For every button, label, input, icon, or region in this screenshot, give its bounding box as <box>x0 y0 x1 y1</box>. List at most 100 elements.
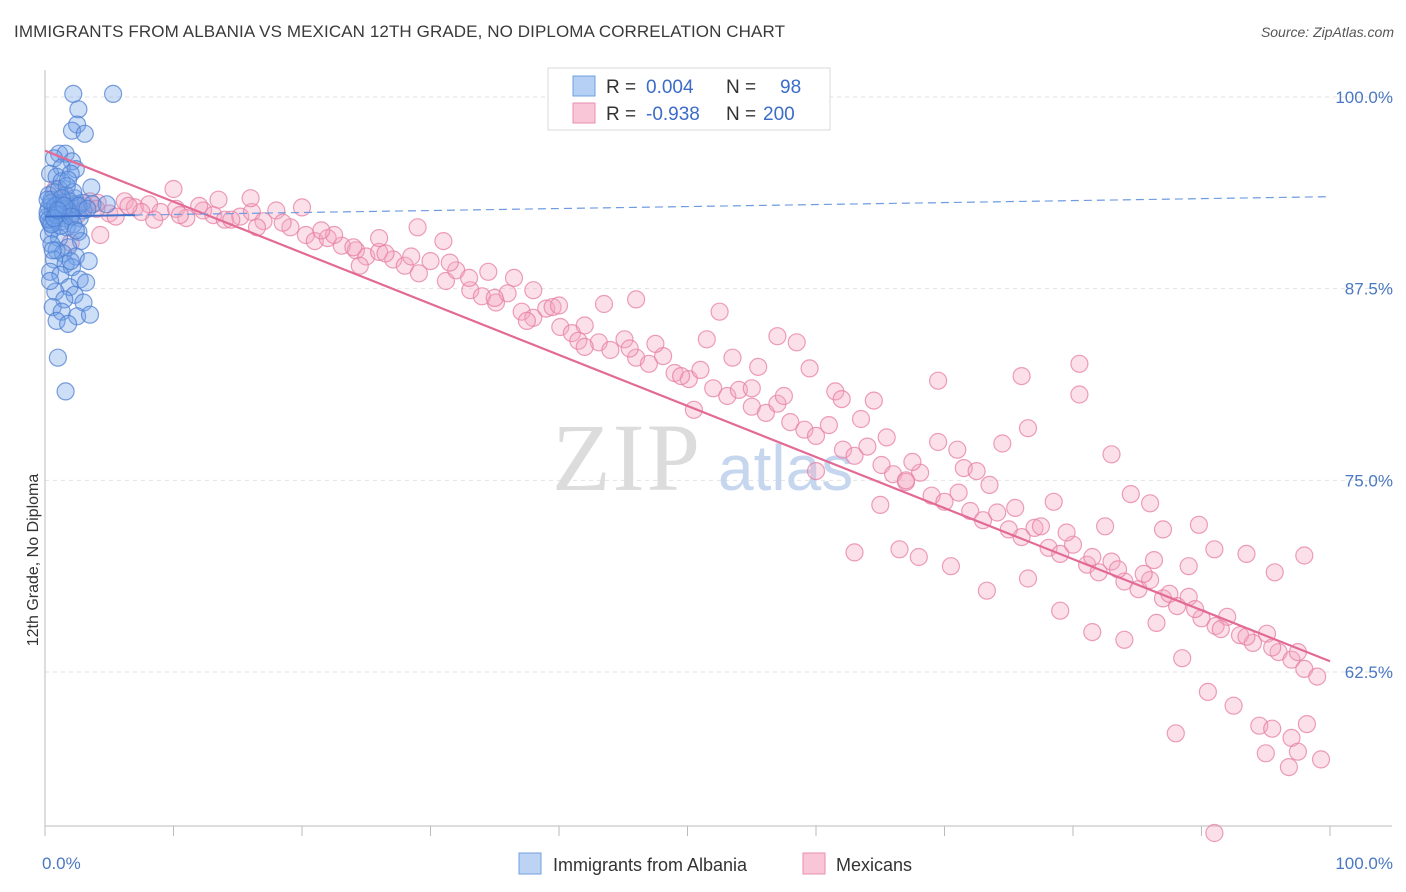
legend-swatch-mexicans <box>572 102 596 124</box>
mexicans-point <box>1308 667 1327 686</box>
mexicans-point <box>988 503 1007 522</box>
y-tick-label: 62.5% <box>1345 663 1393 682</box>
mexicans-point <box>710 302 729 321</box>
mexicans-point <box>1211 619 1230 639</box>
mexicans-point <box>787 333 806 352</box>
mexicans-point <box>1288 742 1308 761</box>
mexicans-point <box>1282 650 1301 669</box>
mexicans-point <box>1025 518 1044 538</box>
albania-point <box>47 311 66 330</box>
mexicans-point <box>395 256 414 275</box>
mexicans-point <box>350 256 369 275</box>
legend-r-label-albania: R = <box>606 77 636 98</box>
mexicans-point <box>646 334 665 353</box>
legend-swatch-albania-bottom <box>518 852 542 875</box>
mexicans-point <box>1144 550 1164 570</box>
albania-point <box>58 170 78 189</box>
legend-n-label-albania: N = <box>726 77 756 98</box>
albania-point <box>48 201 68 220</box>
mexicans-point <box>504 268 524 287</box>
mexicans-point <box>993 434 1012 453</box>
mexicans-point <box>768 327 787 346</box>
mexicans-point <box>781 413 800 432</box>
mexicans-point <box>370 242 389 261</box>
mexicans-point <box>977 581 997 600</box>
albania-point <box>80 305 100 324</box>
albania-point <box>48 348 68 367</box>
mexicans-point <box>170 206 189 225</box>
mexicans-point <box>1198 682 1218 702</box>
albania-trend-line <box>44 214 135 218</box>
mexicans-point <box>723 348 742 367</box>
mexicans-point <box>742 379 761 398</box>
y-tick-label: 100.0% <box>1335 88 1393 107</box>
axes <box>44 70 1392 836</box>
mexicans-point <box>551 317 570 337</box>
mexicans-point <box>1057 523 1076 542</box>
x-tick-labels: 0.0% 100.0% <box>42 854 1393 873</box>
mexicans-point <box>800 359 819 378</box>
mexicans-point <box>1140 494 1160 513</box>
mexicans-point <box>718 386 737 406</box>
legend-swatch-albania <box>572 75 596 97</box>
mexicans-point <box>832 390 851 409</box>
mexicans-point <box>1237 544 1256 564</box>
watermark-zip: ZIP <box>552 404 702 511</box>
mexicans-point <box>1311 750 1331 769</box>
mexicans-point <box>376 244 395 263</box>
mexicans-point <box>806 462 826 481</box>
mexicans-point <box>549 296 569 315</box>
mexicans-point <box>91 225 110 245</box>
mexicans-point <box>626 290 646 309</box>
mexicans-point <box>1173 649 1192 668</box>
albania-point <box>103 84 123 104</box>
mexicans-point <box>1121 485 1140 504</box>
chart-source: Source: ZipAtlas.com <box>1260 24 1394 40</box>
x-tick-label-max: 100.0% <box>1335 854 1393 873</box>
mexicans-point <box>460 268 479 287</box>
mexicans-point <box>1006 498 1025 517</box>
mexicans-point <box>543 298 562 317</box>
mexicans-point <box>877 428 896 447</box>
x-tick-label-min: 0.0% <box>42 854 81 873</box>
mexicans-point <box>402 247 421 266</box>
mexicans-point <box>819 416 839 435</box>
mexicans-point <box>795 420 814 439</box>
mexicans-point <box>209 190 228 209</box>
mexicans-point <box>312 221 331 240</box>
albania-point <box>43 298 62 317</box>
mexicans-point <box>833 440 853 459</box>
mexicans-point <box>774 386 794 406</box>
mexicans-point <box>903 452 922 471</box>
mexicans-point <box>1102 445 1121 464</box>
mexicans-point <box>1051 601 1070 620</box>
mexicans-point <box>1083 547 1102 567</box>
albania-point <box>61 252 80 271</box>
mexicans-point <box>851 409 871 429</box>
mexicans-point <box>575 316 594 335</box>
y-tick-label: 75.0% <box>1345 471 1393 490</box>
mexicans-point <box>346 241 366 260</box>
stats-legend: R = 0.004 N = 98 R = -0.938 N = 200 <box>547 67 831 131</box>
albania-point <box>76 273 96 292</box>
mexicans-point <box>601 340 620 360</box>
mexicans-point <box>1018 419 1038 438</box>
mexicans-point <box>1095 517 1115 536</box>
mexicans-point <box>594 294 614 314</box>
mexicans-point <box>421 252 440 271</box>
albania-point <box>69 100 88 119</box>
mexicans-point <box>845 446 864 465</box>
albania-point <box>58 314 78 333</box>
mexicans-point <box>871 495 890 514</box>
mexicans-point <box>928 371 948 390</box>
albania-point <box>78 199 97 218</box>
y-axis-label: 12th Grade, No Diploma <box>25 474 42 647</box>
mexicans-point <box>1205 823 1224 843</box>
albania-point <box>66 221 85 240</box>
mexicans-point <box>1018 569 1038 588</box>
mexicans-point <box>370 229 389 248</box>
mexicans-point <box>344 238 363 257</box>
mexicans-point <box>575 337 594 356</box>
trend-lines <box>44 149 1331 663</box>
